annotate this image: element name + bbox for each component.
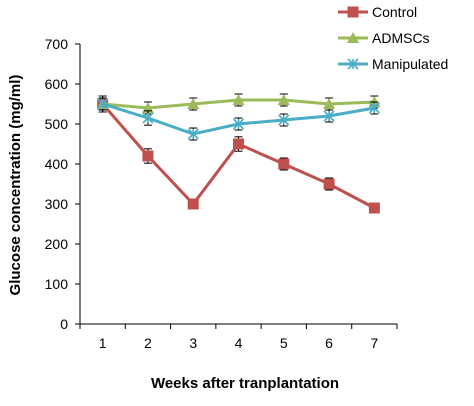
legend-item-admscs: ADMSCs [338, 30, 430, 46]
x-tick-label: 1 [99, 335, 107, 351]
y-tick-label: 400 [45, 156, 69, 172]
data-point [278, 158, 290, 170]
legend-label: Control [372, 4, 417, 20]
y-tick-label: 500 [45, 116, 69, 132]
x-axis-title: Weeks after tranplantation [151, 375, 339, 392]
x-tick-label: 3 [189, 335, 197, 351]
legend-item-manipulated: Manipulated [338, 56, 448, 72]
series-admscs [96, 93, 381, 115]
data-point [232, 94, 245, 105]
data-point [368, 102, 380, 114]
data-point [187, 98, 200, 109]
legend-marker [347, 58, 359, 70]
y-tick-label: 100 [45, 276, 69, 292]
legend-item-control: Control [338, 4, 417, 20]
legend-label: Manipulated [372, 56, 448, 72]
x-tick-label: 4 [235, 335, 243, 351]
x-tick-label: 5 [280, 335, 288, 351]
data-point [323, 98, 336, 109]
legend-marker [347, 32, 359, 43]
data-point [278, 114, 290, 126]
series-layer [96, 93, 381, 214]
axes: 0 100 200 300 400 500 600 700 1 2 3 4 5 6 7 [45, 36, 398, 351]
data-point [142, 112, 154, 124]
data-point [368, 202, 380, 214]
x-tick-label: 7 [370, 335, 378, 351]
data-point [187, 198, 199, 210]
y-tick-label: 300 [45, 196, 69, 212]
data-point [141, 102, 154, 113]
series-manipulated [97, 95, 380, 141]
y-tick-label: 600 [45, 76, 69, 92]
x-tick-label: 2 [144, 335, 152, 351]
data-point [323, 110, 335, 122]
data-point [323, 178, 335, 190]
y-tick-label: 0 [60, 316, 68, 332]
data-point [187, 128, 199, 140]
legend-label: ADMSCs [372, 30, 430, 46]
legend: Control ADMSCs Manipulated [338, 4, 448, 72]
x-tick-label: 6 [325, 335, 333, 351]
y-tick-label: 200 [45, 236, 69, 252]
data-point [232, 118, 245, 130]
data-point [97, 98, 109, 110]
y-tick-label: 700 [45, 36, 69, 52]
legend-marker [347, 6, 359, 18]
y-axis-title: Glucose concentration (mg/ml) [7, 75, 24, 296]
data-point [233, 138, 244, 150]
data-point [142, 150, 154, 162]
data-point [277, 94, 290, 105]
